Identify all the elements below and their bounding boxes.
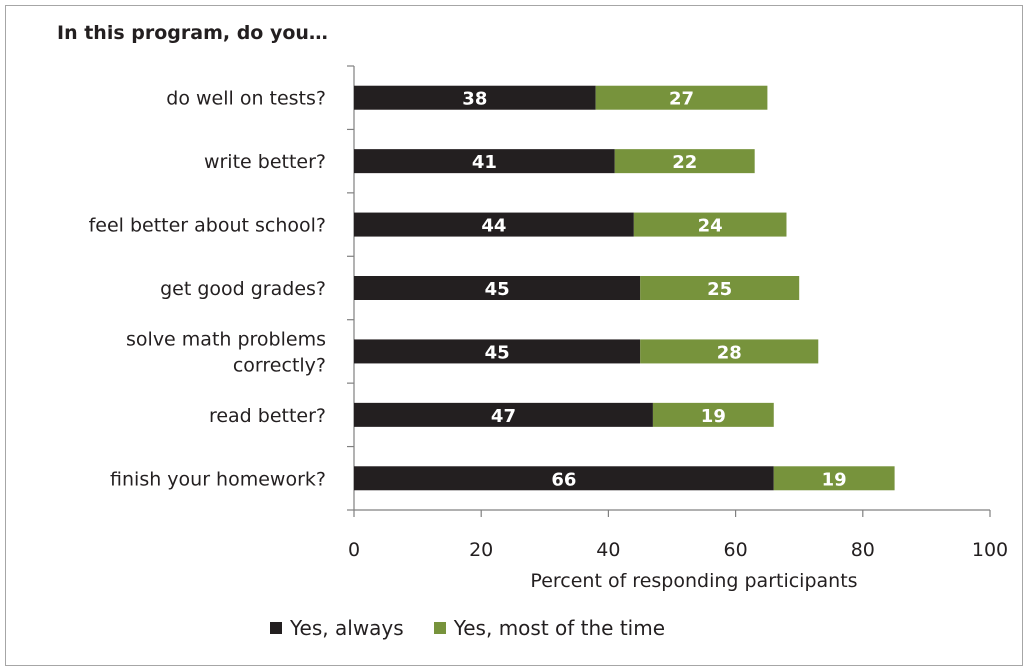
bar-value-label: 66: [551, 469, 576, 490]
category-label: finish your homework?: [110, 468, 326, 490]
bar-value-label: 25: [707, 279, 732, 300]
bar-yes-always: [354, 339, 641, 364]
bar-yes-most-of-the-time: [640, 339, 819, 364]
bar-yes-always: [354, 149, 615, 174]
bar-value-label: 47: [491, 406, 516, 427]
bar-yes-always: [354, 402, 653, 427]
legend-label: Yes, always: [290, 616, 404, 640]
category-label: feel better about school?: [89, 215, 326, 237]
bar-yes-most-of-the-time: [633, 212, 787, 237]
bar-value-label: 22: [672, 152, 697, 173]
legend-swatch: [433, 622, 446, 634]
bar-yes-most-of-the-time: [614, 149, 755, 174]
bar-yes-most-of-the-time: [595, 85, 768, 110]
bar-yes-most-of-the-time: [773, 466, 895, 491]
bar-yes-always: [354, 466, 774, 491]
chart-frame: [5, 5, 1023, 666]
x-tick-label: 0: [348, 539, 360, 561]
bar-value-label: 27: [669, 89, 694, 110]
x-tick-label: 100: [972, 539, 1008, 561]
bar-yes-always: [354, 276, 641, 300]
category-label: get good grades?: [160, 278, 326, 300]
bar-value-label: 19: [822, 469, 847, 490]
bar-yes-always: [354, 212, 634, 237]
legend-swatch: [270, 622, 282, 634]
bar-value-label: 24: [698, 216, 723, 237]
category-label: do well on tests?: [166, 88, 326, 110]
category-label: write better?: [204, 151, 326, 173]
bar-value-label: 19: [701, 406, 726, 427]
bar-value-label: 44: [481, 216, 506, 237]
bar-yes-always: [354, 85, 596, 110]
bar-value-label: 45: [485, 279, 510, 300]
category-label: solve math problems correctly?: [126, 328, 326, 376]
bar-value-label: 41: [472, 152, 497, 173]
legend-item-yes-always: Yes, always: [270, 616, 404, 640]
x-axis-title: Percent of responding participants: [530, 570, 857, 592]
x-tick-label: 20: [469, 539, 493, 561]
bar-value-label: 38: [462, 89, 487, 110]
category-label: read better?: [209, 405, 326, 427]
chart-title: In this program, do you…: [57, 22, 328, 44]
bar-value-label: 45: [485, 342, 510, 363]
bar-yes-most-of-the-time: [652, 402, 774, 427]
legend-label: Yes, most of the time: [453, 616, 666, 640]
bar-value-label: 28: [717, 342, 742, 363]
legend-item-yes-most-of-the-time: Yes, most of the time: [433, 616, 666, 640]
chart-legend: Yes, always Yes, most of the time: [270, 616, 695, 640]
x-tick-label: 80: [851, 539, 875, 561]
x-tick-label: 60: [724, 539, 748, 561]
bar-yes-most-of-the-time: [640, 276, 800, 300]
chart-plot: 0 20 40 60 80 100 Percent of responding partic…: [89, 65, 1008, 592]
x-tick-label: 40: [596, 539, 620, 561]
